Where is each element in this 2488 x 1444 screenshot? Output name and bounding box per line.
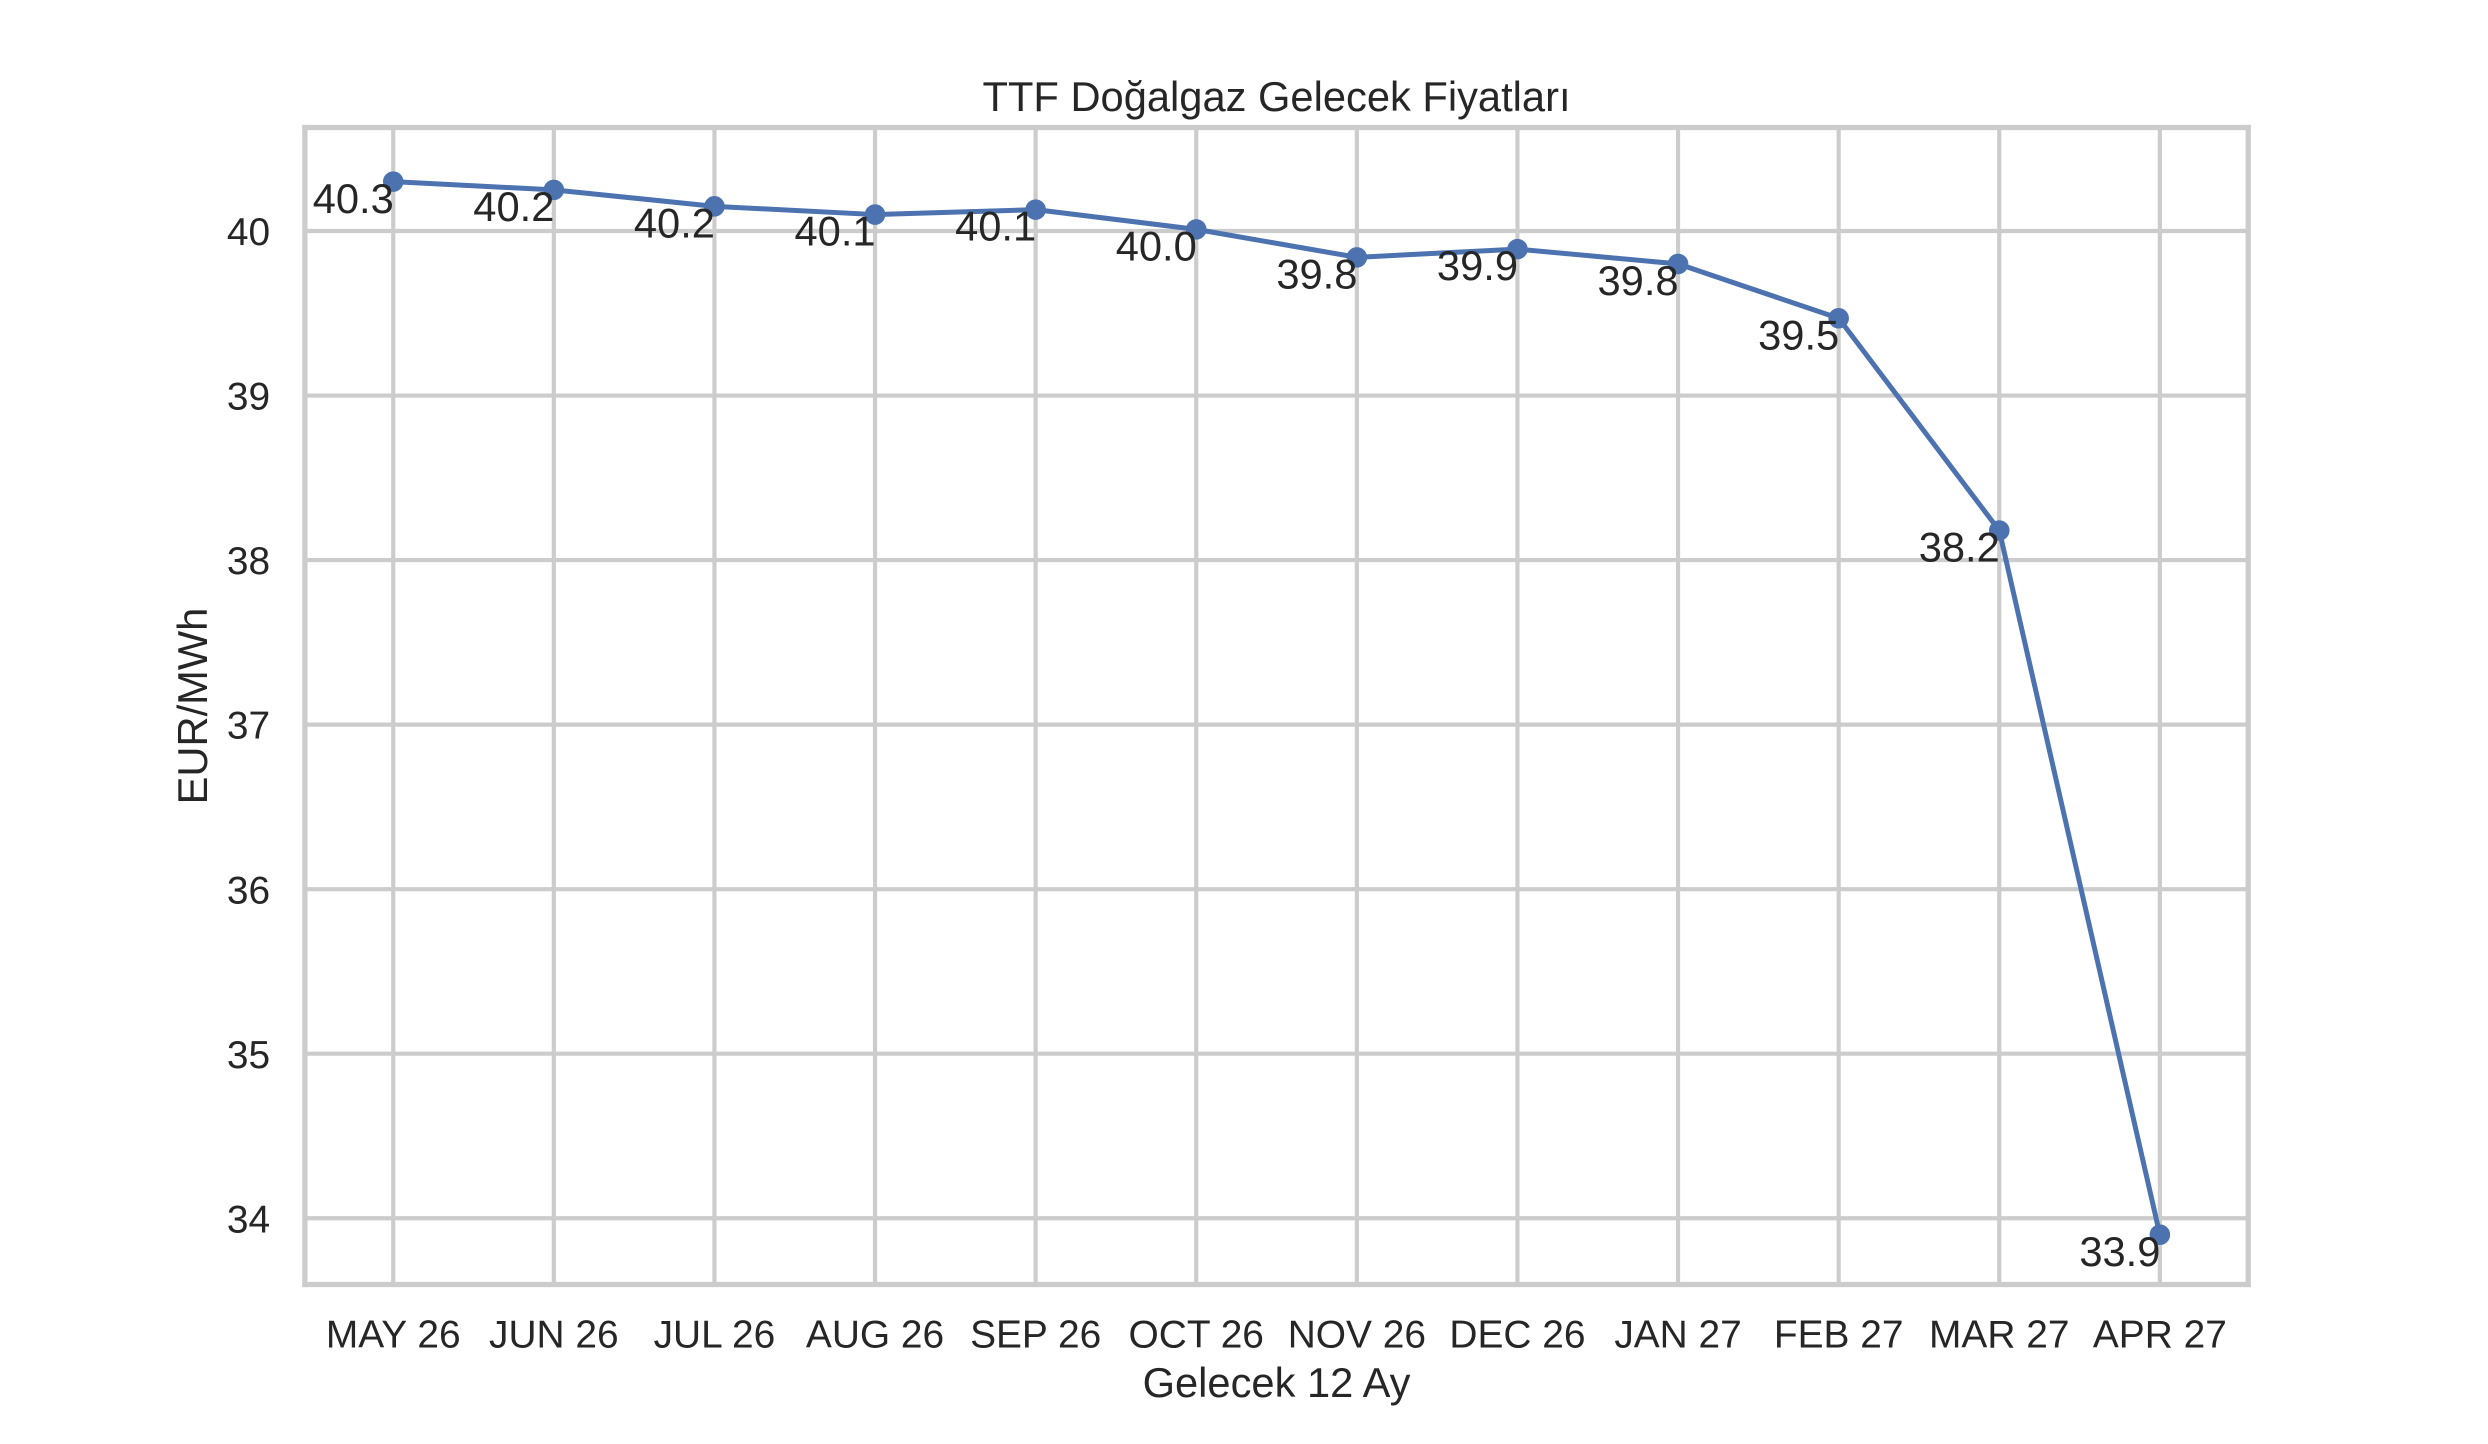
svg-text:38: 38 bbox=[227, 540, 270, 583]
svg-text:AUG 26: AUG 26 bbox=[806, 1313, 944, 1356]
svg-text:39.8: 39.8 bbox=[1598, 257, 1679, 304]
svg-text:40: 40 bbox=[227, 211, 270, 254]
svg-text:NOV 26: NOV 26 bbox=[1288, 1313, 1426, 1356]
svg-text:OCT 26: OCT 26 bbox=[1129, 1313, 1264, 1356]
svg-text:FEB 27: FEB 27 bbox=[1774, 1313, 1904, 1356]
svg-text:36: 36 bbox=[227, 869, 270, 912]
svg-text:40.0: 40.0 bbox=[1116, 222, 1197, 269]
svg-text:Gelecek 12 Ay: Gelecek 12 Ay bbox=[1143, 1359, 1411, 1406]
svg-text:39.5: 39.5 bbox=[1758, 311, 1839, 358]
svg-text:40.2: 40.2 bbox=[473, 183, 554, 230]
svg-text:40.3: 40.3 bbox=[313, 175, 394, 222]
svg-text:35: 35 bbox=[227, 1034, 270, 1077]
svg-text:DEC 26: DEC 26 bbox=[1449, 1313, 1585, 1356]
svg-text:39.8: 39.8 bbox=[1276, 250, 1357, 297]
svg-text:TTF Doğalgaz Gelecek Fiyatları: TTF Doğalgaz Gelecek Fiyatları bbox=[983, 73, 1571, 120]
svg-text:MAY 26: MAY 26 bbox=[326, 1313, 461, 1356]
svg-text:JUN 26: JUN 26 bbox=[489, 1313, 619, 1356]
svg-text:MAR 27: MAR 27 bbox=[1929, 1313, 2069, 1356]
svg-text:39: 39 bbox=[227, 376, 270, 419]
svg-text:APR 27: APR 27 bbox=[2093, 1313, 2227, 1356]
svg-text:40.2: 40.2 bbox=[634, 199, 715, 246]
svg-text:JUL 26: JUL 26 bbox=[654, 1313, 776, 1356]
svg-text:40.1: 40.1 bbox=[955, 203, 1036, 250]
svg-text:33.9: 33.9 bbox=[2079, 1228, 2160, 1275]
svg-text:38.2: 38.2 bbox=[1919, 524, 2000, 571]
svg-text:34: 34 bbox=[227, 1198, 270, 1241]
svg-text:37: 37 bbox=[227, 705, 270, 748]
svg-text:EUR/MWh: EUR/MWh bbox=[169, 608, 216, 805]
svg-text:JAN 27: JAN 27 bbox=[1614, 1313, 1741, 1356]
svg-text:SEP 26: SEP 26 bbox=[970, 1313, 1101, 1356]
svg-text:40.1: 40.1 bbox=[795, 208, 876, 255]
svg-text:39.9: 39.9 bbox=[1437, 242, 1518, 289]
